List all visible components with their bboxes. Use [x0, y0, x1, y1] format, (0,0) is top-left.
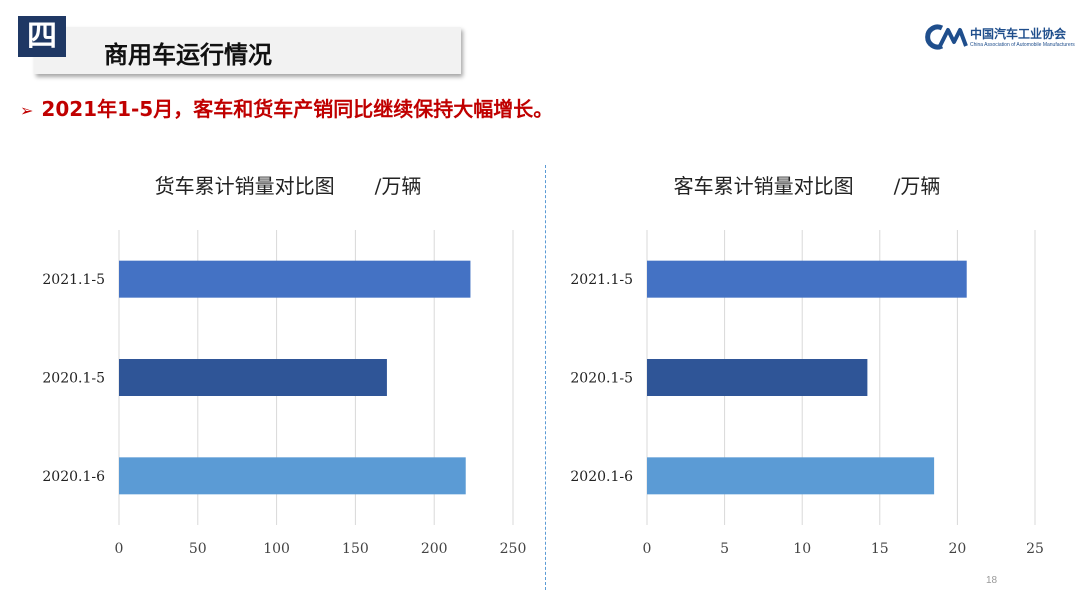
bus-bar [647, 260, 967, 298]
bus-bar [647, 359, 868, 396]
truck-x-tick-label: 50 [189, 541, 207, 557]
headline: ➢ 2021年1-5月，客车和货车产销同比继续保持大幅增长。 [20, 93, 553, 122]
truck-sales-chart: 货车累计销量对比图 /万辆 0 50 100 150 200 250 2021.1-5 2020… [42, 174, 527, 557]
truck-category-label: 2021.1-5 [42, 272, 105, 288]
bus-chart-title: 客车累计销量对比图 /万辆 [674, 174, 941, 198]
truck-x-tick-label: 150 [342, 541, 369, 557]
chart-divider [545, 165, 546, 590]
truck-x-tick-label: 100 [263, 541, 290, 557]
bullet-arrow-icon: ➢ [20, 101, 34, 120]
bus-x-tick-label: 5 [720, 541, 729, 557]
bus-sales-chart: 客车累计销量对比图 /万辆 0 5 10 15 20 25 2021.1-5 2020.1-5 2… [570, 174, 1044, 557]
bus-bar [647, 457, 935, 495]
logo: 中国汽车工业协会 China Association of Automobile… [922, 24, 1075, 54]
bus-category-label: 2021.1-5 [570, 272, 633, 288]
section-number-badge: 四 [18, 16, 66, 57]
bus-x-tick-label: 15 [871, 541, 889, 557]
bus-category-label: 2020.1-6 [570, 469, 633, 485]
section-title: 商用车运行情况 [104, 41, 272, 69]
truck-x-tick-label: 250 [500, 541, 527, 557]
bus-x-tick-label: 0 [643, 541, 652, 557]
bus-x-tick-label: 25 [1026, 541, 1044, 557]
truck-bar [119, 359, 387, 396]
logo-text-en: China Association of Automobile Manufact… [970, 42, 1075, 48]
bus-x-tick-label: 20 [948, 541, 966, 557]
headline-text: 2021年1-5月，客车和货车产销同比继续保持大幅增长。 [41, 97, 554, 121]
logo-text-cn: 中国汽车工业协会 [970, 27, 1067, 41]
bus-category-label: 2020.1-5 [570, 371, 633, 387]
truck-category-label: 2020.1-6 [42, 469, 105, 485]
truck-x-tick-label: 0 [115, 541, 124, 557]
truck-chart-title: 货车累计销量对比图 /万辆 [155, 174, 422, 198]
logo-mark-icon [925, 24, 968, 50]
page-number: 18 [986, 575, 998, 586]
bus-x-tick-label: 10 [793, 541, 811, 557]
truck-bar [119, 457, 466, 495]
truck-category-label: 2020.1-5 [42, 371, 105, 387]
truck-x-tick-label: 200 [421, 541, 448, 557]
truck-bar [119, 260, 471, 298]
section-title-bar [34, 27, 461, 74]
